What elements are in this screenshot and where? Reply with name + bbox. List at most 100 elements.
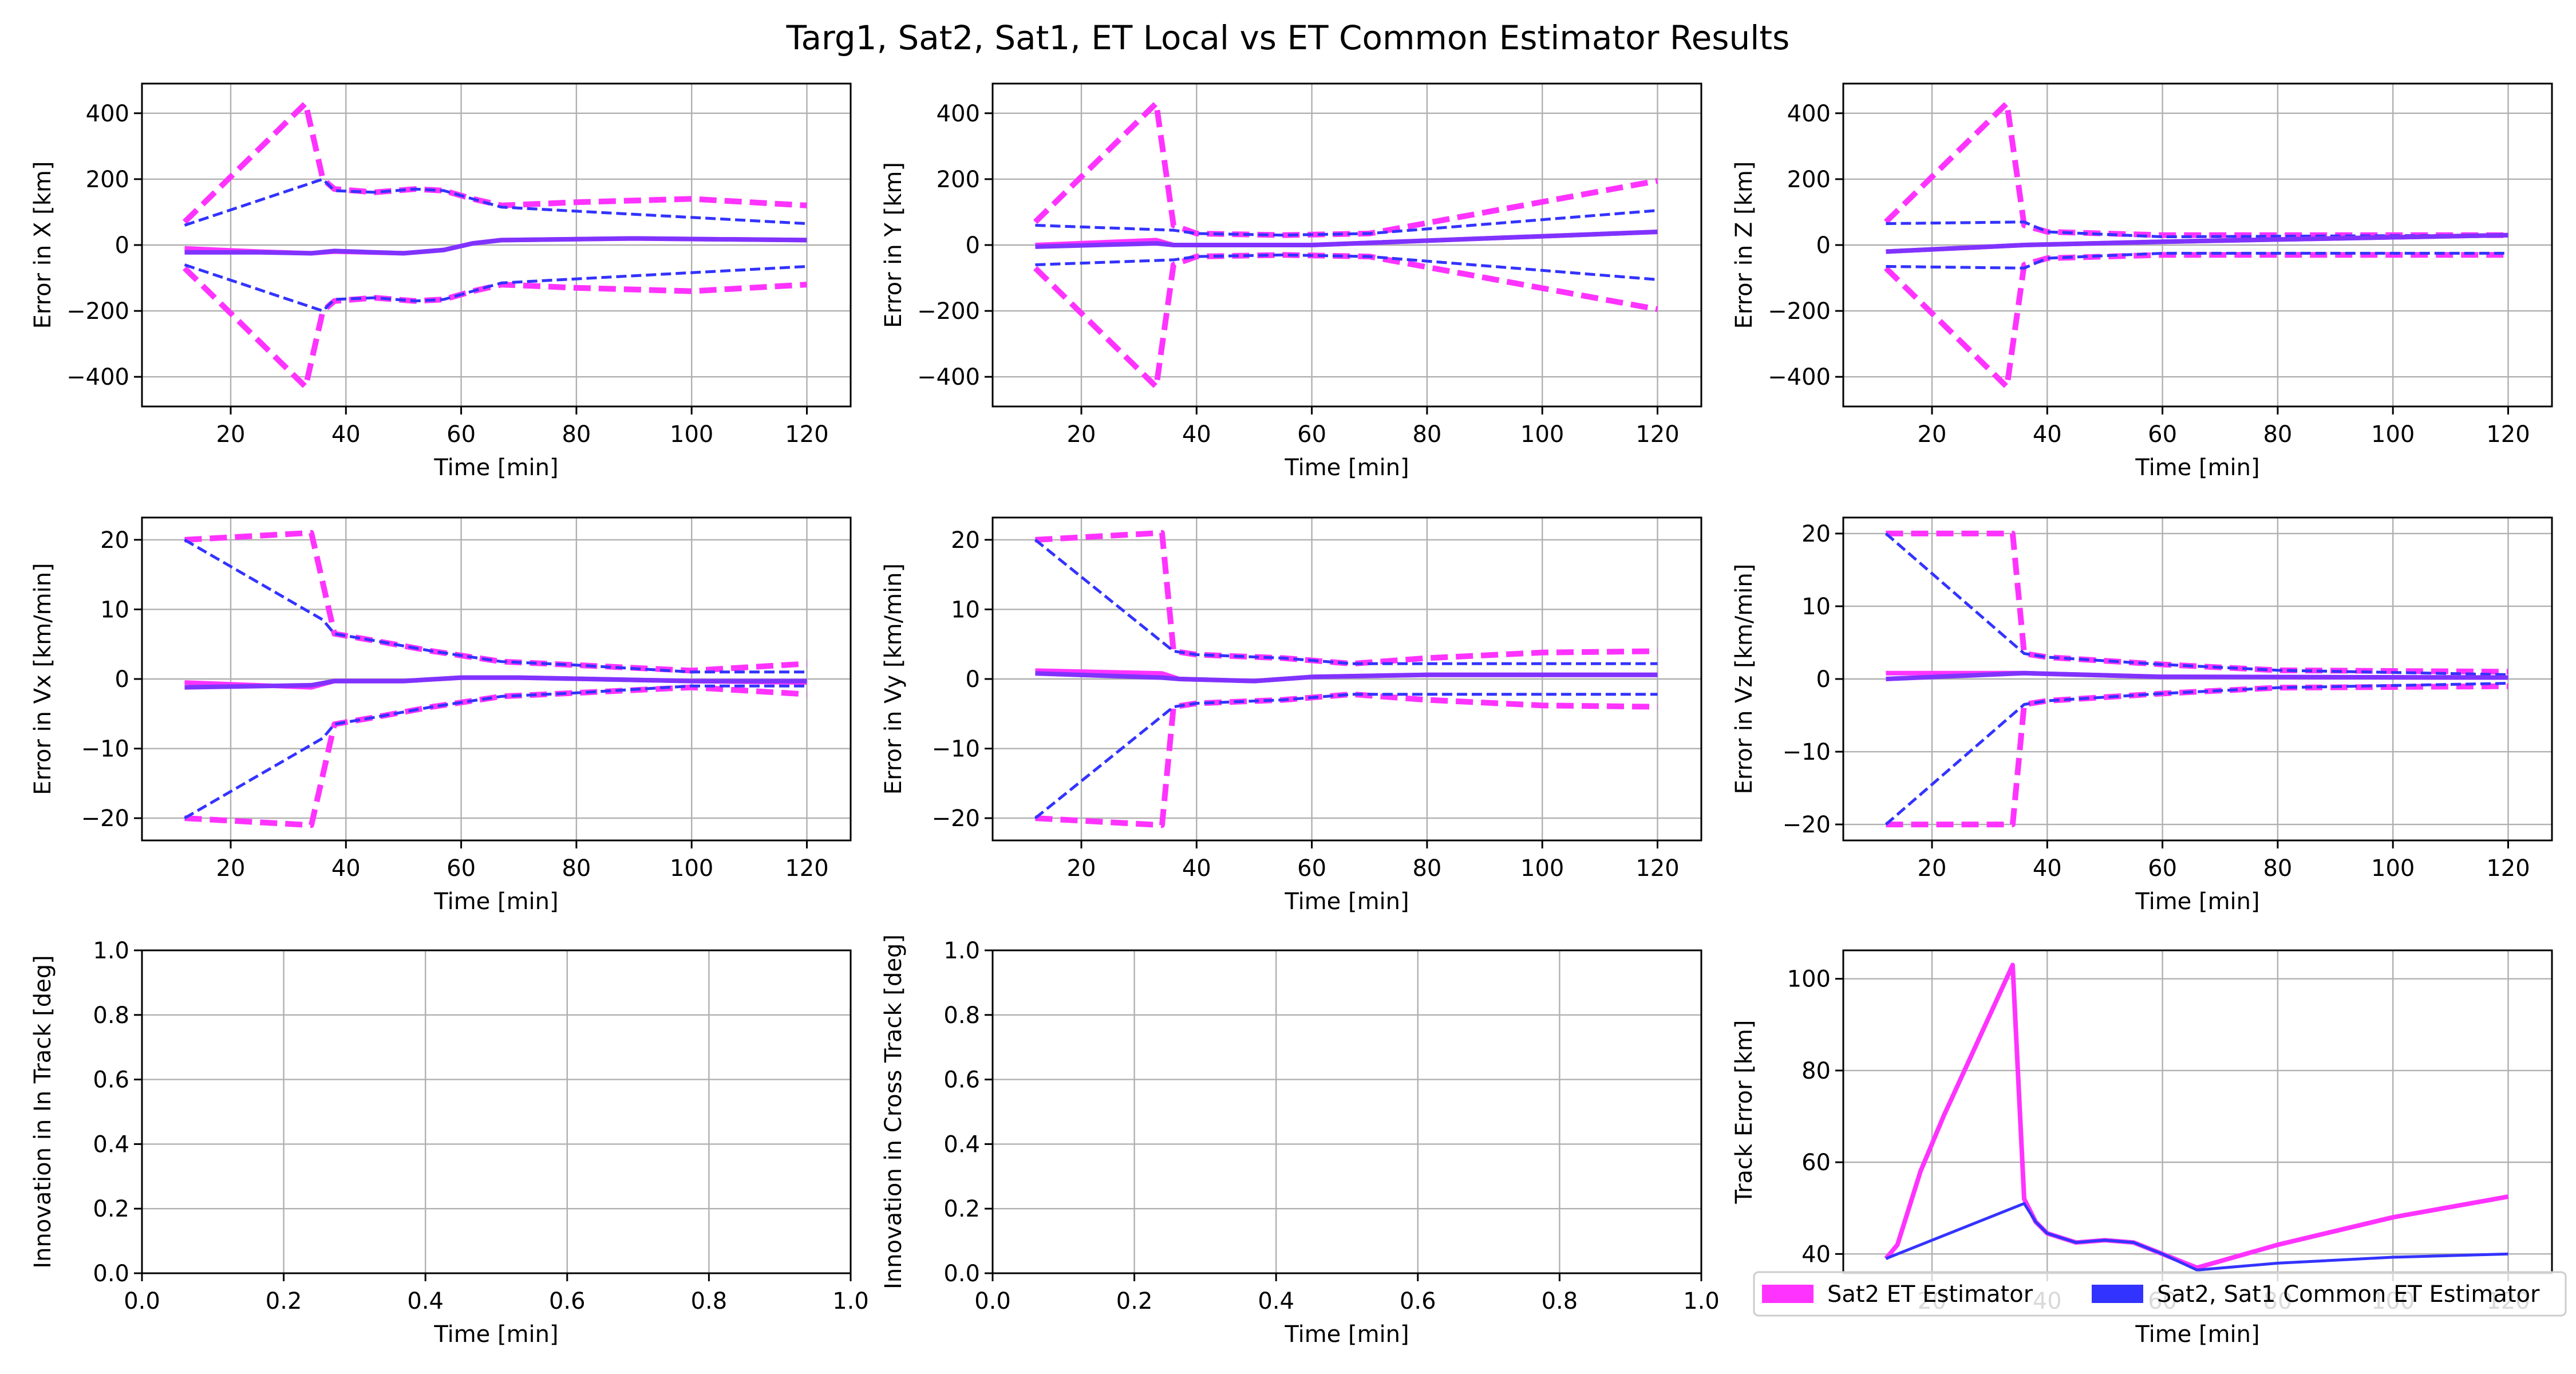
x-tick-label: 20: [1067, 421, 1096, 448]
y-tick-label: 0.4: [943, 1131, 980, 1158]
y-tick-label: 1.0: [93, 938, 129, 964]
x-axis-label: Time [min]: [1284, 1321, 1409, 1348]
y-tick-label: −400: [917, 364, 980, 390]
y-tick-label: −200: [1768, 298, 1831, 325]
series-line: [184, 236, 807, 256]
y-tick-label: 0.2: [943, 1196, 980, 1222]
y-tick-label: −20: [932, 806, 980, 832]
x-tick-label: 100: [2371, 421, 2415, 448]
x-tick-label: 120: [2486, 855, 2530, 882]
y-tick-label: 0.4: [93, 1131, 129, 1158]
figure-title: Targ1, Sat2, Sat1, ET Local vs ET Common…: [786, 18, 1790, 57]
y-tick-label: 0.6: [943, 1067, 980, 1093]
x-tick-label: 80: [562, 855, 591, 882]
subplot-error-vz: 20 40 60 80 100 120 −20 −10 0 10 20 Time [min] Error…: [1731, 516, 2553, 915]
series-line: [1035, 230, 1658, 249]
x-tick-label: 0.4: [1258, 1288, 1294, 1314]
legend-swatch-common: [2092, 1285, 2143, 1303]
y-tick-label: 0.2: [93, 1196, 129, 1222]
x-tick-label: 80: [2263, 421, 2292, 448]
y-tick-label: −10: [1783, 739, 1831, 765]
series-line: [1035, 671, 1658, 684]
y-axis-label: Error in Vy [km/min]: [880, 563, 907, 795]
x-tick-label: 0.6: [1400, 1288, 1436, 1314]
y-tick-label: 0.8: [943, 1002, 980, 1029]
x-tick-label: 40: [2033, 421, 2062, 448]
series-line: [1886, 251, 2508, 270]
x-axis-label: Time [min]: [433, 1321, 558, 1348]
x-tick-label: 60: [2148, 421, 2177, 448]
x-tick-label: 40: [1182, 421, 1211, 448]
x-tick-label: 1.0: [1683, 1288, 1720, 1314]
y-tick-label: 40: [1801, 1241, 1831, 1268]
y-tick-label: 0: [1816, 666, 1831, 693]
y-tick-label: 0: [115, 232, 129, 259]
x-tick-label: 20: [1918, 421, 1947, 448]
y-tick-label: 60: [1801, 1150, 1831, 1176]
y-tick-label: 20: [1801, 521, 1831, 547]
legend-label-common: Sat2, Sat1 Common ET Estimator: [2157, 1281, 2540, 1308]
y-tick-label: 0: [966, 666, 980, 693]
x-tick-label: 100: [1520, 421, 1564, 448]
plot-area: [142, 950, 851, 1273]
y-tick-label: −400: [66, 364, 129, 390]
x-tick-label: 0.8: [691, 1288, 728, 1314]
subplot-error-vy: 20 40 60 80 100 120 −20 −10 0 10 20 Time [min] Error…: [880, 516, 1702, 915]
y-axis-label: Innovation in In Track [deg]: [30, 955, 56, 1269]
x-tick-label: 1.0: [832, 1288, 869, 1314]
y-tick-label: 0: [1816, 232, 1831, 259]
x-tick-label: 100: [670, 855, 713, 882]
series-group: [1884, 962, 2509, 1272]
x-axis-label: Time [min]: [2135, 889, 2259, 915]
y-tick-label: 20: [951, 527, 980, 554]
y-tick-label: 400: [1787, 101, 1831, 127]
x-axis-label: Time [min]: [2135, 455, 2259, 481]
y-axis-label: Error in Y [km]: [880, 162, 907, 328]
y-tick-label: 0: [966, 232, 980, 259]
subplot-innovation-cross-track: 0.0 0.2 0.4 0.6 0.8 1.0 0.0 0.2 0.4 0.6 0.8 1.0 Time…: [880, 934, 1720, 1348]
series-line: [1034, 693, 1658, 820]
x-tick-label: 60: [447, 855, 476, 882]
x-tick-label: 120: [2486, 421, 2530, 448]
x-tick-label: 20: [216, 421, 246, 448]
series-line: [1034, 538, 1658, 665]
y-tick-label: 10: [1801, 594, 1831, 620]
x-tick-label: 20: [216, 855, 246, 882]
x-tick-label: 0.2: [1116, 1288, 1153, 1314]
x-tick-label: 60: [1297, 855, 1326, 882]
series-group: [184, 530, 807, 828]
x-tick-label: 0.4: [407, 1288, 444, 1314]
y-tick-label: 80: [1801, 1058, 1831, 1084]
x-axis-label: Time [min]: [2135, 1321, 2259, 1348]
y-tick-label: 1.0: [943, 938, 980, 964]
y-tick-label: 400: [86, 101, 129, 127]
legend-frame: [1753, 1271, 2567, 1317]
subplot-innovation-in-track: 0.0 0.2 0.4 0.6 0.8 1.0 0.0 0.2 0.4 0.6 0.8 1.0 Time…: [30, 938, 869, 1348]
x-tick-label: 0.2: [266, 1288, 302, 1314]
x-tick-label: 0.6: [549, 1288, 586, 1314]
series-line: [1886, 530, 2508, 675]
x-tick-label: 80: [1412, 421, 1441, 448]
x-axis-label: Time [min]: [1284, 455, 1409, 481]
x-tick-label: 40: [331, 421, 361, 448]
y-tick-label: −10: [932, 736, 980, 763]
x-axis-label: Time [min]: [433, 455, 558, 481]
series-group: [1033, 100, 1658, 390]
x-tick-label: 0.0: [974, 1288, 1011, 1314]
series-line: [184, 538, 807, 674]
x-tick-label: 120: [785, 421, 828, 448]
x-tick-label: 20: [1918, 855, 1947, 882]
y-tick-label: −20: [81, 806, 129, 832]
x-tick-label: 40: [331, 855, 361, 882]
legend-label-sat2: Sat2 ET Estimator: [1827, 1281, 2033, 1308]
x-axis-label: Time [min]: [433, 889, 558, 915]
x-tick-label: 120: [1635, 421, 1679, 448]
x-tick-label: 120: [1635, 855, 1679, 882]
x-tick-label: 60: [2148, 855, 2177, 882]
y-tick-label: −20: [1783, 812, 1831, 838]
y-axis-label: Error in Vx [km/min]: [30, 563, 56, 795]
series-line: [1883, 252, 2508, 390]
plot-area: [993, 950, 1701, 1273]
x-tick-label: 40: [2033, 855, 2062, 882]
